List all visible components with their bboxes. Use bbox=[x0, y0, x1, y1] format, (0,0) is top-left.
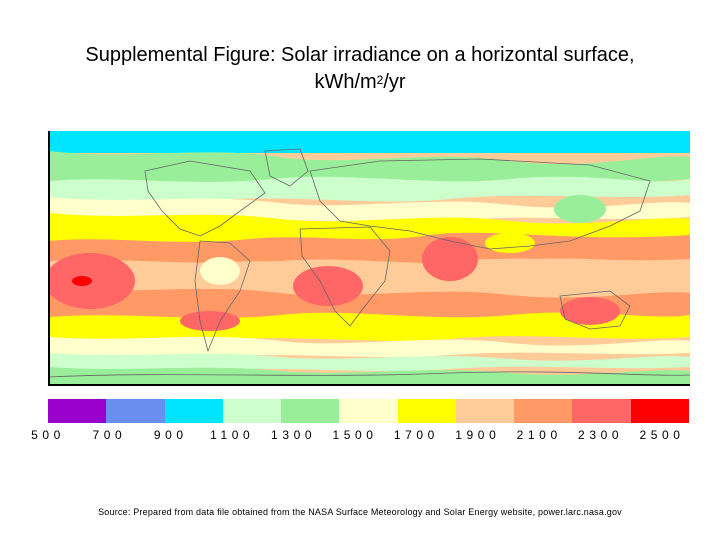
band-south-green bbox=[50, 367, 690, 384]
legend-swatch bbox=[514, 399, 573, 423]
legend-swatch bbox=[106, 399, 165, 423]
legend-tick-label: 700 bbox=[92, 428, 127, 442]
legend-tick-label: 500 bbox=[31, 428, 65, 442]
band-south-cream bbox=[50, 336, 690, 359]
hotspot-east-pacific-core bbox=[72, 276, 92, 286]
hotspot-arabia bbox=[422, 237, 478, 281]
legend-swatch bbox=[455, 399, 515, 423]
legend-swatch bbox=[339, 399, 398, 423]
title-line-2: kWh/m2/yr bbox=[30, 69, 690, 96]
outline-south-america bbox=[194, 240, 251, 353]
continent-outlines bbox=[50, 148, 690, 378]
legend-tick-label: 2100 bbox=[516, 428, 562, 442]
cool-siberia bbox=[554, 195, 606, 223]
outline-north-america bbox=[144, 160, 266, 237]
cool-amazon bbox=[200, 257, 240, 285]
outline-antarctica bbox=[50, 371, 690, 378]
outline-greenland bbox=[264, 148, 309, 187]
title-unit-prefix: kWh/m bbox=[314, 71, 377, 93]
legend-tick-label: 1700 bbox=[393, 428, 439, 442]
legend-swatch bbox=[281, 399, 340, 423]
source-note: Source: Prepared from data file obtained… bbox=[98, 507, 622, 517]
title-unit-suffix: /yr bbox=[383, 71, 406, 93]
hotspot-east-pacific bbox=[50, 253, 135, 309]
hotspot-australia bbox=[560, 297, 620, 325]
title-line-1: Supplemental Figure: Solar irradiance on… bbox=[85, 44, 635, 66]
map-svg bbox=[50, 131, 690, 384]
legend-tick-label: 1300 bbox=[271, 428, 317, 442]
legend-swatch bbox=[572, 399, 631, 423]
legend-color-bar bbox=[48, 399, 689, 423]
legend-swatch bbox=[48, 399, 107, 423]
outline-europe-asia bbox=[309, 158, 651, 250]
hotspot-sahara bbox=[293, 266, 363, 306]
cool-tibet bbox=[485, 233, 535, 253]
legend-swatch bbox=[397, 399, 456, 423]
legend-swatch bbox=[630, 399, 689, 423]
hotspot-south-atlantic bbox=[180, 311, 240, 331]
outline-africa bbox=[299, 226, 391, 327]
legend-tick-label: 1100 bbox=[210, 428, 255, 442]
legend-tick-label: 2500 bbox=[639, 428, 685, 442]
legend-tick-label: 1900 bbox=[455, 428, 501, 442]
band-north-cyan bbox=[50, 131, 690, 153]
band-north-lightgreen bbox=[50, 176, 690, 203]
legend-swatch bbox=[164, 399, 223, 423]
figure-title: Supplemental Figure: Solar irradiance on… bbox=[30, 42, 690, 96]
legend-tick-label: 2300 bbox=[578, 428, 624, 442]
legend-labels: 500 700 900 1100 1300 1500 1700 1900 2100 2300 250… bbox=[30, 428, 690, 442]
outline-australia bbox=[559, 290, 631, 330]
legend-tick-label: 900 bbox=[153, 428, 188, 442]
legend-tick-label: 1500 bbox=[332, 428, 378, 442]
legend-swatch bbox=[222, 399, 282, 423]
solar-irradiance-map bbox=[48, 131, 690, 386]
title-unit-superscript: 2 bbox=[376, 73, 384, 87]
